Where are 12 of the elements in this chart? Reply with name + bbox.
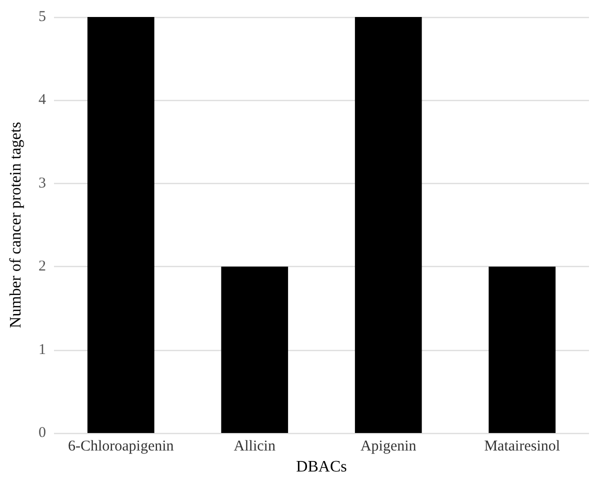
- x-tick-label: Allicin: [234, 438, 276, 454]
- x-axis-title: DBACs: [296, 458, 347, 476]
- x-tick-label: 6-Chloroapigenin: [68, 438, 174, 454]
- y-tick-label: 3: [38, 175, 46, 192]
- y-axis-title: Number of cancer protein tagets: [8, 122, 24, 328]
- x-tick-label: Matairesinol: [484, 438, 560, 454]
- y-tick-label: 2: [38, 258, 46, 275]
- y-tick-label: 0: [38, 425, 46, 441]
- x-tick-label: Apigenin: [360, 438, 417, 454]
- y-tick-label: 1: [38, 342, 46, 358]
- y-tick-label: 4: [38, 92, 46, 108]
- y-tick-label: 5: [38, 9, 46, 25]
